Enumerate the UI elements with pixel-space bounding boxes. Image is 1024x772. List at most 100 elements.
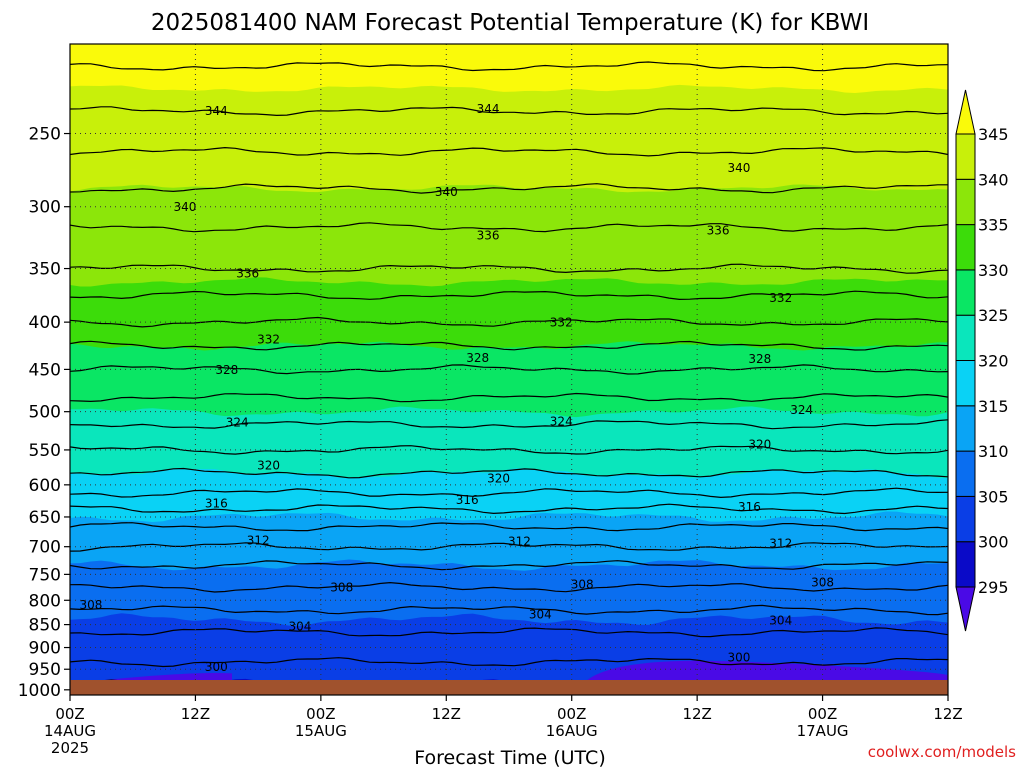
contour-label: 316 bbox=[456, 493, 479, 507]
y-tick-label: 1000 bbox=[18, 681, 61, 701]
y-tick-label: 450 bbox=[29, 360, 61, 380]
isentrope-306K bbox=[70, 604, 948, 616]
colorbar: 295 300 305 310 315 320 325 330 335 340 345 bbox=[955, 89, 1009, 632]
isentrope-302K bbox=[70, 657, 948, 668]
isentrope-336K bbox=[70, 263, 948, 274]
colorbar-label: 335 bbox=[978, 216, 1009, 235]
x-tick-label: 12Z bbox=[933, 705, 962, 723]
contour-label: 316 bbox=[738, 500, 761, 514]
y-tick-label: 250 bbox=[29, 125, 61, 145]
fill-band-345-350 bbox=[70, 44, 948, 93]
contour-label: 340 bbox=[174, 200, 197, 214]
colorbar-box-335-340 bbox=[955, 178, 976, 226]
isentrope-310K bbox=[70, 560, 948, 571]
x-tick-label: 16AUG bbox=[546, 722, 598, 740]
contour-label: 304 bbox=[288, 620, 311, 634]
x-tick-label: 12Z bbox=[682, 705, 711, 723]
isentrope-308K bbox=[70, 581, 948, 593]
contour-label: 304 bbox=[769, 613, 792, 627]
colorbar-box-305-310 bbox=[955, 450, 976, 497]
x-tick-label: 14AUG bbox=[44, 722, 96, 740]
contour-label: 312 bbox=[508, 534, 531, 548]
isentrope-324K bbox=[70, 419, 948, 430]
colorbar-box-310-315 bbox=[955, 405, 976, 452]
isentrope-344K bbox=[70, 106, 948, 117]
x-tick-label: 00Z bbox=[557, 705, 586, 723]
contour-label: 336 bbox=[236, 267, 259, 281]
contour-label: 320 bbox=[487, 472, 510, 486]
x-tick-label: 12Z bbox=[432, 705, 461, 723]
colorbar-box-330-335 bbox=[955, 224, 976, 271]
contour-label: 300 bbox=[727, 651, 750, 665]
isentrope-322K bbox=[70, 445, 948, 455]
x-axis-title: Forecast Time (UTC) bbox=[414, 747, 605, 768]
contour-label: 328 bbox=[748, 352, 771, 366]
contour-label: 344 bbox=[205, 104, 228, 118]
contour-label: 332 bbox=[257, 332, 280, 346]
isentrope-304K bbox=[70, 627, 948, 638]
colorbar-box-340-345 bbox=[955, 133, 976, 180]
y-tick-label: 650 bbox=[29, 508, 61, 528]
isentrope-330K bbox=[70, 340, 948, 351]
plot-area: 344 344 340 340 340 336 336 336 332 332 332 328 328 3… bbox=[69, 43, 949, 696]
isentrope-318K bbox=[70, 487, 948, 499]
isentrope-320K bbox=[70, 467, 948, 479]
contour-label: 308 bbox=[571, 577, 594, 591]
colorbar-box-300-305 bbox=[955, 495, 976, 543]
contour-label: 336 bbox=[707, 224, 730, 238]
colorbar-label: 315 bbox=[978, 397, 1009, 416]
y-tick-label: 750 bbox=[29, 565, 61, 585]
contour-label: 308 bbox=[330, 581, 353, 595]
contour-label: 324 bbox=[790, 403, 813, 417]
y-tick-label: 950 bbox=[29, 660, 61, 680]
colorbar-label: 310 bbox=[978, 442, 1009, 461]
isentrope-338K bbox=[70, 222, 948, 233]
colorbar-box-295-300 bbox=[955, 541, 976, 588]
contour-label: 324 bbox=[550, 415, 573, 429]
x-tick-label: 2025 bbox=[51, 739, 89, 757]
colorbar-bottom-arrow bbox=[955, 586, 976, 632]
colorbar-label: 300 bbox=[978, 533, 1009, 552]
contour-label: 312 bbox=[769, 537, 792, 551]
colorbar-box-320-325 bbox=[955, 314, 976, 362]
contour-label: 340 bbox=[435, 185, 458, 199]
isentrope-340K bbox=[70, 183, 948, 194]
y-tick-label: 550 bbox=[29, 441, 61, 461]
y-tick-label: 350 bbox=[29, 260, 61, 280]
contour-label: 312 bbox=[247, 533, 270, 547]
contour-label: 308 bbox=[811, 575, 834, 589]
y-tick-label: 900 bbox=[29, 639, 61, 659]
y-tick-label: 800 bbox=[29, 591, 61, 611]
isentrope-316K bbox=[70, 503, 948, 515]
contour-label: 300 bbox=[205, 660, 228, 674]
isentrope-342K bbox=[70, 146, 948, 157]
contour-label: 304 bbox=[529, 608, 552, 622]
contour-label: 324 bbox=[226, 415, 249, 429]
isentrope-312K bbox=[70, 542, 948, 552]
y-tick-label: 850 bbox=[29, 616, 61, 636]
cold-pool-295-band-early bbox=[104, 673, 233, 680]
colorbar-label: 340 bbox=[978, 170, 1009, 189]
contour-label: 328 bbox=[466, 351, 489, 365]
contour-label: 316 bbox=[205, 497, 228, 511]
isentrope-328K bbox=[70, 364, 948, 375]
contour-label: 320 bbox=[257, 458, 280, 472]
x-tick-label: 17AUG bbox=[797, 722, 849, 740]
y-tick-label: 500 bbox=[29, 403, 61, 423]
contour-label: 336 bbox=[477, 229, 500, 243]
y-tick-label: 700 bbox=[29, 538, 61, 558]
contour-label: 332 bbox=[769, 291, 792, 305]
colorbar-label: 305 bbox=[978, 487, 1009, 506]
x-tick-label: 15AUG bbox=[295, 722, 347, 740]
contour-label: 340 bbox=[727, 161, 750, 175]
contour-label: 328 bbox=[215, 363, 238, 377]
colorbar-label: 320 bbox=[978, 352, 1009, 371]
terrain-band bbox=[70, 680, 948, 695]
cold-pool-295-band bbox=[587, 660, 948, 680]
isentrope-332K bbox=[70, 316, 948, 328]
colorbar-label: 345 bbox=[978, 125, 1009, 144]
isentrope-326K bbox=[70, 392, 948, 403]
x-tick-label: 00Z bbox=[808, 705, 837, 723]
